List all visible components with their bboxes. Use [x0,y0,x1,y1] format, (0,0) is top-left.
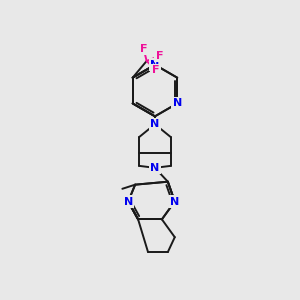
Text: N: N [172,98,182,108]
Text: F: F [140,44,147,54]
Text: N: N [150,60,160,70]
Text: F: F [156,51,163,61]
Text: F: F [152,65,159,75]
Text: F: F [152,65,159,75]
Text: F: F [156,51,163,61]
Text: N: N [172,98,182,108]
Text: N: N [150,119,160,129]
Text: N: N [150,163,160,173]
Text: N: N [124,196,133,206]
Text: N: N [170,196,179,206]
Text: N: N [150,119,160,129]
Text: N: N [150,60,160,70]
Text: F: F [140,44,147,54]
Text: N: N [150,163,160,173]
